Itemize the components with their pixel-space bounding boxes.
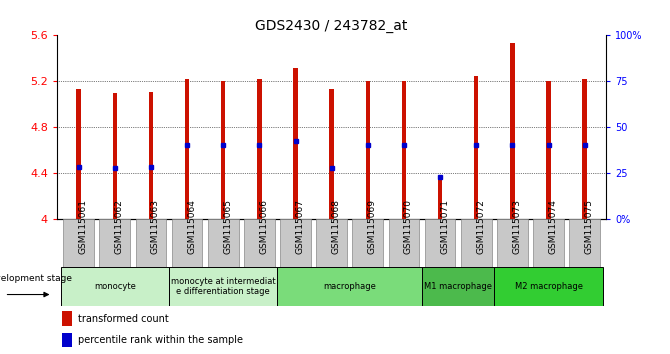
FancyBboxPatch shape [533,219,564,267]
Bar [330,90,334,219]
Bar [221,81,225,219]
Bar [402,81,406,219]
FancyBboxPatch shape [135,219,166,267]
Text: GSM115073: GSM115073 [513,199,521,254]
Bar [149,92,153,219]
FancyBboxPatch shape [277,267,422,306]
FancyBboxPatch shape [208,219,239,267]
Bar [62,333,72,348]
Text: GSM115066: GSM115066 [259,199,269,254]
Text: M1 macrophage: M1 macrophage [424,282,492,291]
FancyBboxPatch shape [389,219,419,267]
Text: monocyte: monocyte [94,282,136,291]
Text: GSM115065: GSM115065 [223,199,232,254]
Text: monocyte at intermediat
e differentiation stage: monocyte at intermediat e differentiatio… [171,277,275,296]
Text: development stage: development stage [0,274,72,284]
FancyBboxPatch shape [172,219,202,267]
Bar [546,81,551,219]
Bar [293,68,297,219]
Bar [474,76,478,219]
FancyBboxPatch shape [425,219,456,267]
Bar [76,90,81,219]
Bar [257,79,261,219]
Title: GDS2430 / 243782_at: GDS2430 / 243782_at [255,19,408,33]
Text: GSM115067: GSM115067 [295,199,304,254]
Bar [62,312,72,326]
Text: GSM115070: GSM115070 [404,199,413,254]
Text: macrophage: macrophage [324,282,376,291]
Text: GSM115071: GSM115071 [440,199,449,254]
Text: GSM115072: GSM115072 [476,199,485,254]
Bar [113,93,117,219]
Text: GSM115069: GSM115069 [368,199,377,254]
FancyBboxPatch shape [244,219,275,267]
FancyBboxPatch shape [461,219,492,267]
Text: GSM115074: GSM115074 [549,199,557,254]
FancyBboxPatch shape [316,219,347,267]
Bar [582,79,587,219]
Text: GSM115068: GSM115068 [332,199,340,254]
FancyBboxPatch shape [280,219,311,267]
Text: M2 macrophage: M2 macrophage [515,282,582,291]
Text: GSM115064: GSM115064 [187,199,196,254]
Text: GSM115075: GSM115075 [585,199,594,254]
FancyBboxPatch shape [570,219,600,267]
FancyBboxPatch shape [352,219,383,267]
Text: GSM115063: GSM115063 [151,199,160,254]
Bar [510,44,515,219]
Bar [438,177,442,219]
FancyBboxPatch shape [422,267,494,306]
FancyBboxPatch shape [169,267,277,306]
Text: percentile rank within the sample: percentile rank within the sample [78,335,243,345]
Bar [185,79,189,219]
Text: GSM115061: GSM115061 [78,199,88,254]
Text: transformed count: transformed count [78,314,169,324]
FancyBboxPatch shape [60,267,169,306]
FancyBboxPatch shape [494,267,603,306]
Bar [366,81,370,219]
Text: GSM115062: GSM115062 [115,199,124,254]
FancyBboxPatch shape [63,219,94,267]
FancyBboxPatch shape [497,219,528,267]
FancyBboxPatch shape [99,219,130,267]
